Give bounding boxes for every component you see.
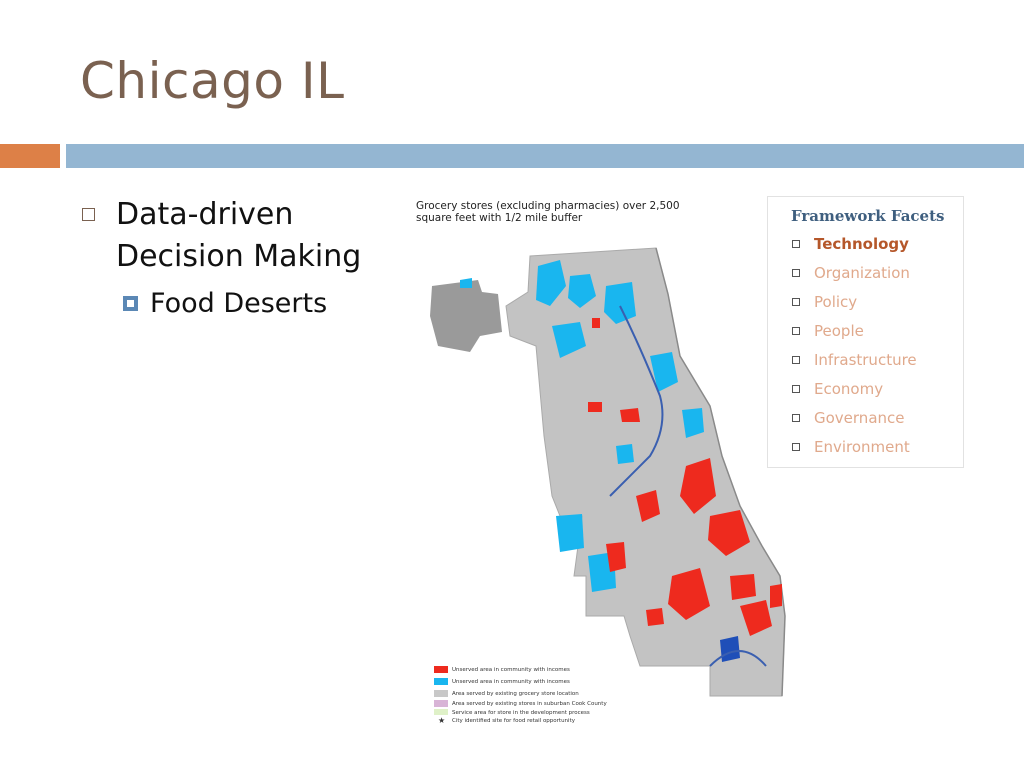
facet-label: People	[814, 322, 864, 340]
map-regions-unserved-low-income	[588, 318, 782, 636]
checkbox-icon	[792, 414, 800, 422]
legend-label-6: City identified site for food retail opp…	[452, 718, 576, 724]
facet-item-economy: Economy	[768, 378, 917, 407]
facet-label: Organization	[814, 264, 910, 282]
facet-item-infrastructure: Infrastructure	[768, 349, 917, 378]
checkbox-icon	[792, 298, 800, 306]
square-bullet-icon	[123, 296, 138, 311]
bullet-level1-text: Data-driven Decision Making	[116, 197, 362, 274]
checkbox-icon	[792, 356, 800, 364]
map-region-ohare	[430, 280, 502, 352]
map-region-city	[505, 247, 786, 697]
facet-label: Policy	[814, 293, 858, 311]
hollow-square-bullet-icon	[82, 208, 95, 221]
accent-bar-blue	[66, 144, 1024, 168]
map-region-lake-calumet	[720, 636, 740, 662]
accent-bar-orange	[0, 144, 60, 168]
map-river-south	[709, 650, 767, 667]
legend-label-1: Unserved area in community with incomes	[452, 667, 570, 673]
bullet-list: Data-driven Decision Making Food Deserts	[82, 194, 382, 322]
checkbox-icon	[792, 269, 800, 277]
map-lakefront	[655, 247, 786, 697]
map-graphic: Unserved area in community with incomes …	[430, 247, 786, 725]
bullet-level1: Data-driven Decision Making	[82, 194, 382, 278]
legend-label-3: Area served by existing grocery store lo…	[452, 691, 579, 697]
facet-label: Environment	[814, 438, 910, 456]
slide-title: Chicago IL	[80, 52, 345, 110]
facet-item-environment: Environment	[768, 436, 917, 465]
checkbox-icon	[792, 240, 800, 248]
facet-item-policy: Policy	[768, 291, 917, 320]
checkbox-icon	[792, 385, 800, 393]
facets-list: Technology Organization Policy People In…	[768, 233, 917, 465]
chicago-food-desert-map: Grocery stores (excluding pharmacies) ov…	[410, 196, 790, 726]
map-legend: Unserved area in community with incomes …	[434, 666, 607, 725]
facet-item-organization: Organization	[768, 262, 917, 291]
facet-label: Infrastructure	[814, 351, 917, 369]
legend-label-4: Area served by existing stores in suburb…	[452, 701, 607, 707]
bullet-level2: Food Deserts	[116, 286, 382, 322]
facet-item-technology: Technology	[768, 233, 917, 262]
facets-heading: Framework Facets	[791, 207, 945, 225]
facet-label: Governance	[814, 409, 905, 427]
map-title: Grocery stores (excluding pharmacies) ov…	[416, 200, 680, 224]
map-river	[609, 305, 664, 497]
star-icon: ★	[438, 716, 445, 725]
facet-item-governance: Governance	[768, 407, 917, 436]
map-regions-unserved-high-income	[460, 260, 704, 592]
facet-label: Economy	[814, 380, 884, 398]
checkbox-icon	[792, 327, 800, 335]
bullet-level2-text: Food Deserts	[150, 288, 328, 319]
legend-label-5: Service area for store in the developmen…	[452, 710, 590, 716]
framework-facets-panel: Framework Facets Technology Organization…	[767, 196, 964, 468]
legend-label-2: Unserved area in community with incomes	[452, 679, 570, 685]
facet-item-people: People	[768, 320, 917, 349]
checkbox-icon	[792, 443, 800, 451]
facet-label: Technology	[814, 235, 909, 253]
